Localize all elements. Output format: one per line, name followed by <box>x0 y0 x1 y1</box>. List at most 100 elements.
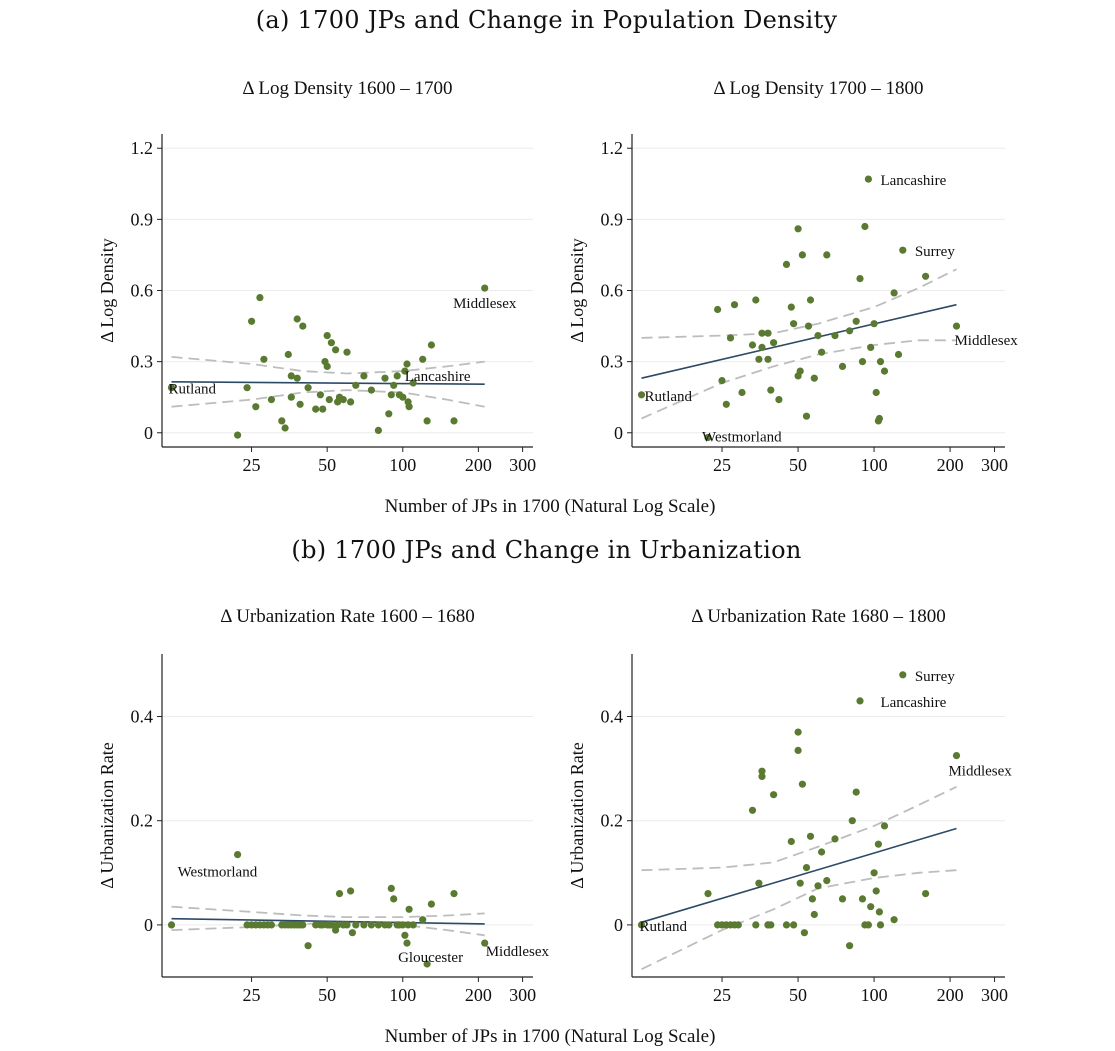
x-tick-label: 25 <box>243 985 261 1005</box>
data-point <box>770 791 778 799</box>
ci-lower-line <box>171 389 485 408</box>
data-point <box>335 890 344 898</box>
data-point <box>872 887 880 895</box>
data-point <box>404 921 412 929</box>
point-annotation: Westmorland <box>702 430 782 446</box>
data-point <box>899 671 907 679</box>
x-tick-label: 200 <box>465 985 492 1005</box>
data-point <box>880 367 889 375</box>
panel-a-xlabel: Number of JPs in 1700 (Natural Log Scale… <box>384 496 716 517</box>
y-tick-label: 0.2 <box>601 811 624 831</box>
ci-lower-line <box>641 339 957 420</box>
y-tick-label: 0.4 <box>601 707 624 727</box>
data-point <box>423 960 431 968</box>
data-point <box>403 360 411 368</box>
data-point <box>880 822 889 830</box>
data-point <box>848 817 856 825</box>
data-point <box>823 877 831 885</box>
data-point <box>922 272 930 280</box>
data-point <box>798 251 806 259</box>
data-point <box>802 864 811 872</box>
data-point <box>867 343 875 351</box>
y-tick-label: 0.6 <box>131 281 154 301</box>
data-point <box>393 372 401 380</box>
data-point <box>814 882 822 890</box>
data-point <box>267 921 275 929</box>
panel-b-title: (b) 1700 JPs and Change in Urbanization <box>291 536 802 564</box>
data-point <box>806 832 815 840</box>
chart-title: Δ Log Density 1700 – 1800 <box>713 78 923 99</box>
data-point <box>890 916 898 924</box>
y-tick-label: 0 <box>144 915 153 935</box>
data-point <box>252 403 260 411</box>
data-point <box>332 346 340 354</box>
data-point <box>787 837 795 846</box>
data-point <box>399 393 407 401</box>
data-point <box>427 341 435 349</box>
data-point <box>875 908 883 916</box>
point-annotation: Lancashire <box>880 695 946 711</box>
data-point <box>823 251 831 259</box>
data-point <box>787 303 795 311</box>
data-point <box>339 396 347 404</box>
point-annotation: Gloucester <box>398 950 463 966</box>
data-point <box>278 417 286 425</box>
data-point <box>293 374 301 382</box>
data-point <box>267 396 275 404</box>
data-point <box>403 939 411 947</box>
data-point <box>796 879 804 887</box>
data-point <box>818 848 826 856</box>
data-point <box>316 391 324 399</box>
point-annotation: Surrey <box>915 669 955 685</box>
data-point <box>409 921 417 929</box>
data-point <box>802 412 811 420</box>
data-point <box>243 384 251 392</box>
data-point <box>758 329 766 337</box>
point-annotation: Middlesex <box>486 944 550 960</box>
data-point <box>770 339 778 347</box>
data-point <box>748 341 757 349</box>
y-tick-label: 0.9 <box>601 209 624 229</box>
x-tick-label: 25 <box>713 985 731 1005</box>
point-annotation: Surrey <box>915 244 955 260</box>
point-annotation: Lancashire <box>880 173 946 189</box>
data-point <box>450 417 458 425</box>
point-annotation: Rutland <box>168 382 216 398</box>
data-point <box>281 424 289 432</box>
data-point <box>248 317 256 325</box>
data-point <box>381 374 389 382</box>
data-point <box>348 929 356 937</box>
ci-upper-line <box>641 268 957 339</box>
data-point <box>360 372 368 380</box>
data-point <box>312 405 320 413</box>
x-tick-label: 25 <box>243 455 261 475</box>
data-point <box>387 884 395 892</box>
data-point <box>767 386 775 394</box>
data-point <box>852 317 860 325</box>
x-tick-label: 300 <box>509 455 536 475</box>
data-point <box>758 767 766 775</box>
data-point <box>858 358 867 366</box>
y-tick-label: 0 <box>614 915 623 935</box>
chart-title: Δ Log Density 1600 – 1700 <box>242 78 452 99</box>
data-point <box>287 372 295 380</box>
data-point <box>234 431 242 439</box>
data-point <box>399 921 407 929</box>
data-point <box>260 355 268 363</box>
data-point <box>323 362 331 370</box>
data-point <box>419 916 427 924</box>
data-point <box>872 388 880 397</box>
data-point <box>846 327 854 335</box>
data-point <box>794 225 802 233</box>
x-tick-label: 50 <box>318 455 336 475</box>
data-point <box>798 780 806 788</box>
data-point <box>296 400 304 408</box>
data-point <box>864 921 872 929</box>
data-point <box>764 355 772 363</box>
data-point <box>856 275 864 283</box>
data-point <box>304 942 312 950</box>
data-point <box>800 929 808 937</box>
data-point <box>167 921 176 929</box>
data-point <box>374 426 382 434</box>
data-point <box>758 343 766 351</box>
